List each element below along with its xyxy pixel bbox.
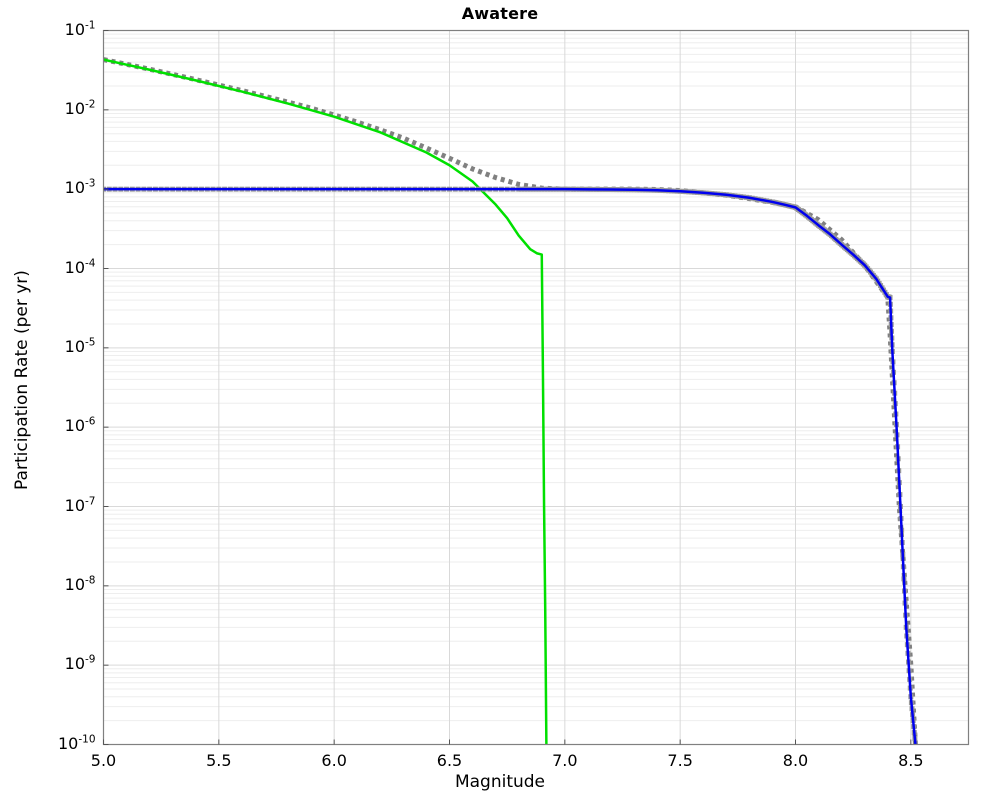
y-tick-label: 10-8 — [64, 574, 96, 594]
y-tick-label: 10-1 — [64, 19, 96, 39]
y-tick-label: 10-4 — [64, 257, 96, 277]
y-tick-label: 10-9 — [64, 653, 96, 674]
x-tick-label: 7.0 — [552, 750, 578, 770]
series-characteristic-blue — [103, 187, 917, 745]
series-markers-characteristic-blue — [103, 186, 918, 742]
x-axis-label: Magnitude — [454, 772, 546, 792]
x-tick-label: 8.5 — [898, 750, 924, 770]
x-tick-label: 7.5 — [667, 750, 693, 770]
y-tick-label: 10-7 — [64, 495, 96, 515]
y-tick-label: 10-5 — [64, 336, 96, 356]
x-tick-label: 8.0 — [782, 750, 809, 770]
series-truncated-gr-green — [103, 58, 548, 745]
y-tick-label: 10-3 — [64, 177, 96, 198]
major-gridlines — [103, 30, 969, 745]
y-axis-label: Participation Rate (per yr) — [12, 270, 32, 490]
y-tick-label: 10-10 — [57, 733, 96, 753]
x-tick-label: 5.5 — [206, 750, 232, 770]
plot-frame — [102, 29, 970, 746]
x-tick-label: 6.0 — [321, 750, 347, 770]
chart-title: Awatere — [461, 4, 539, 23]
y-tick-label: 10-2 — [64, 98, 96, 118]
axis-tickmarks — [103, 30, 912, 745]
y-tick-label: 10-6 — [64, 415, 96, 436]
minor-gridlines — [103, 33, 969, 722]
x-tick-label: 5.0 — [90, 750, 117, 770]
data-series-layer — [103, 57, 918, 745]
x-tick-label: 6.5 — [436, 750, 463, 770]
